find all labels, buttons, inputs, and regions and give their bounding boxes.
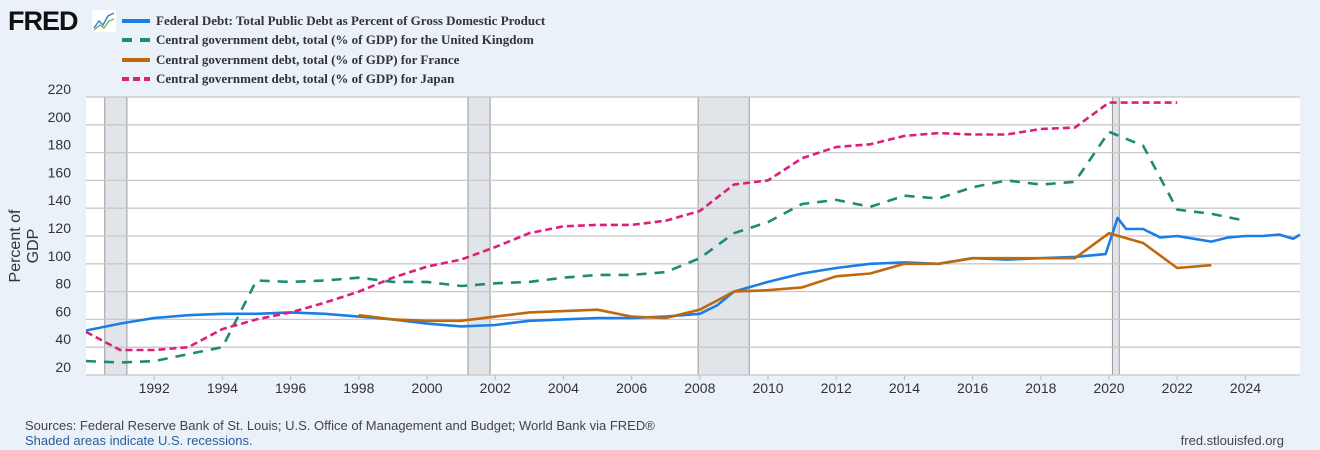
x-tick-label: 1992 <box>139 380 170 396</box>
x-tick-label: 1996 <box>275 380 306 396</box>
fred-logo[interactable]: FRED <box>8 6 78 36</box>
x-tick-label: 2008 <box>684 380 715 396</box>
legend-label: Central government debt, total (% of GDP… <box>156 32 534 48</box>
y-tick-label: 20 <box>55 359 71 375</box>
plot-area: 20 40 60 80 100 120 140 160 180 200 220 1992 1994 199… <box>48 81 1301 396</box>
y-tick-label: 80 <box>55 276 71 292</box>
series-line-1 <box>85 130 1246 364</box>
legend-item[interactable]: Central government debt, total (% of GDP… <box>122 70 545 90</box>
x-tick-label: 1998 <box>343 380 374 396</box>
x-tick-label: 2022 <box>1162 380 1193 396</box>
legend-item[interactable]: Federal Debt: Total Public Debt as Perce… <box>122 11 545 31</box>
x-tick-label: 2006 <box>616 380 647 396</box>
x-tick-label: 2014 <box>889 380 920 396</box>
legend-item[interactable]: Central government debt, total (% of GDP… <box>122 31 545 51</box>
y-tick-label: 220 <box>48 81 72 97</box>
x-tick-label: 2024 <box>1230 380 1261 396</box>
legend-item[interactable]: Central government debt, total (% of GDP… <box>122 50 545 70</box>
legend-label: Central government debt, total (% of GDP… <box>156 71 455 87</box>
y-tick-label: 120 <box>48 220 72 236</box>
line-graph-icon <box>92 10 116 32</box>
y-tick-label: 180 <box>48 137 72 153</box>
legend: Federal Debt: Total Public Debt as Perce… <box>122 11 545 89</box>
legend-swatch <box>122 38 150 43</box>
x-tick-label: 2012 <box>821 380 852 396</box>
site-link[interactable]: fred.stlouisfed.org <box>1180 433 1284 448</box>
legend-label: Federal Debt: Total Public Debt as Perce… <box>156 12 546 28</box>
source-text: Sources: Federal Reserve Bank of St. Lou… <box>25 418 655 433</box>
legend-swatch <box>122 57 150 62</box>
y-tick-label: 100 <box>48 248 72 264</box>
y-tick-label: 200 <box>48 109 72 125</box>
legend-label: Central government debt, total (% of GDP… <box>156 51 460 67</box>
recession-note[interactable]: Shaded areas indicate U.S. recessions. <box>25 433 253 448</box>
x-tick-label: 2000 <box>411 380 442 396</box>
series-line-2 <box>358 231 1212 323</box>
series-line-3 <box>85 101 1178 352</box>
y-tick-label: 140 <box>48 192 72 208</box>
x-tick-label: 2010 <box>752 380 783 396</box>
x-tick-label: 2004 <box>548 380 579 396</box>
y-tick-label: 60 <box>55 303 71 319</box>
y-tick-label: 160 <box>48 164 72 180</box>
series-line-0 <box>85 216 1301 332</box>
legend-swatch <box>122 77 150 82</box>
x-tick-label: 2002 <box>480 380 511 396</box>
x-tick-label: 2020 <box>1093 380 1124 396</box>
x-tick-label: 1994 <box>207 380 238 396</box>
legend-swatch <box>122 18 150 23</box>
y-tick-label: 40 <box>55 331 71 347</box>
x-tick-label: 2016 <box>957 380 988 396</box>
x-tick-label: 2018 <box>1025 380 1056 396</box>
